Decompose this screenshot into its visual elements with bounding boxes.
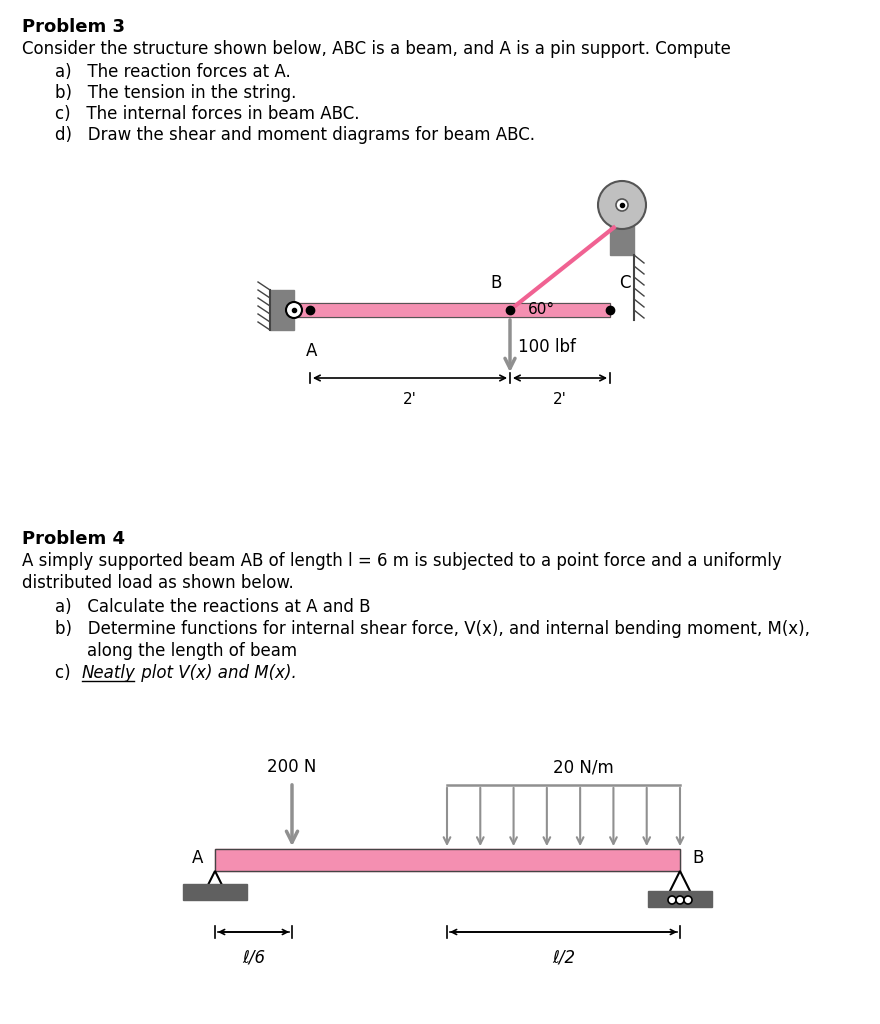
- Text: 2': 2': [403, 392, 417, 407]
- Text: a)   The reaction forces at A.: a) The reaction forces at A.: [55, 63, 290, 81]
- Circle shape: [616, 199, 628, 211]
- Bar: [294, 303, 610, 317]
- Text: Problem 3: Problem 3: [22, 18, 125, 36]
- Polygon shape: [203, 871, 227, 895]
- Polygon shape: [668, 871, 692, 895]
- Bar: [270, 290, 294, 330]
- Text: ℓ/6: ℓ/6: [242, 948, 265, 966]
- Text: Consider the structure shown below, ABC is a beam, and A is a pin support. Compu: Consider the structure shown below, ABC …: [22, 40, 731, 58]
- Text: Neatly: Neatly: [82, 664, 136, 682]
- Circle shape: [598, 181, 646, 229]
- Bar: [183, 884, 247, 900]
- Circle shape: [286, 302, 302, 318]
- Text: C: C: [620, 274, 631, 292]
- Circle shape: [684, 896, 692, 904]
- Text: 2': 2': [553, 392, 567, 407]
- Text: distributed load as shown below.: distributed load as shown below.: [22, 574, 294, 592]
- Bar: [294, 303, 610, 317]
- Text: B: B: [692, 849, 703, 867]
- Text: a)   Calculate the reactions at A and B: a) Calculate the reactions at A and B: [55, 598, 370, 616]
- Text: 100 lbf: 100 lbf: [518, 338, 576, 356]
- Text: along the length of beam: along the length of beam: [87, 642, 297, 660]
- Text: A: A: [192, 849, 203, 867]
- Text: b)   Determine functions for internal shear force, V(x), and internal bending mo: b) Determine functions for internal shea…: [55, 620, 810, 638]
- Text: 60°: 60°: [528, 302, 555, 317]
- Circle shape: [668, 896, 676, 904]
- Text: A simply supported beam AB of length l = 6 m is subjected to a point force and a: A simply supported beam AB of length l =…: [22, 552, 781, 570]
- Text: b)   The tension in the string.: b) The tension in the string.: [55, 84, 297, 102]
- Text: 200 N: 200 N: [268, 758, 317, 776]
- Text: B: B: [490, 274, 502, 292]
- Text: plot V(x) and M(x).: plot V(x) and M(x).: [136, 664, 297, 682]
- Text: c): c): [55, 664, 86, 682]
- Bar: [648, 891, 712, 907]
- Bar: [610, 190, 634, 255]
- Text: c)   The internal forces in beam ABC.: c) The internal forces in beam ABC.: [55, 105, 360, 123]
- Text: A: A: [306, 342, 318, 360]
- Circle shape: [676, 896, 684, 904]
- Bar: [215, 849, 680, 871]
- Text: d)   Draw the shear and moment diagrams for beam ABC.: d) Draw the shear and moment diagrams fo…: [55, 126, 535, 144]
- Bar: [215, 849, 680, 871]
- Text: Problem 4: Problem 4: [22, 530, 125, 548]
- Text: ℓ/2: ℓ/2: [552, 948, 575, 966]
- Text: 20 N/m: 20 N/m: [554, 759, 614, 777]
